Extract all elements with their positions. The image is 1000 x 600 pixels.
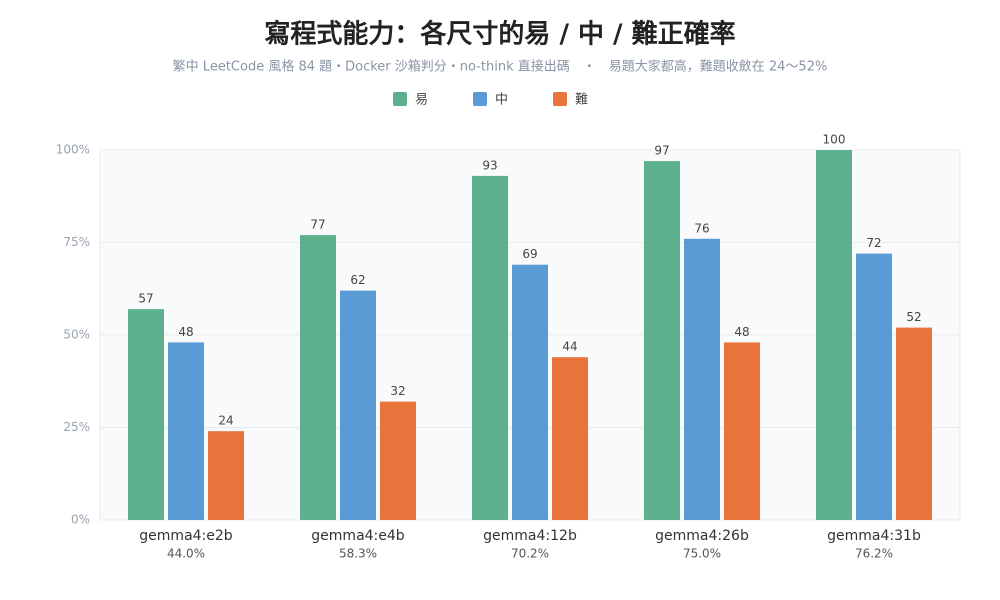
x-tick-sublabel: 75.0% — [683, 547, 721, 561]
x-tick-sublabel: 58.3% — [339, 547, 377, 561]
value-label: 24 — [218, 414, 233, 428]
value-label: 76 — [694, 221, 709, 235]
legend-label: 中 — [495, 93, 508, 108]
bar — [896, 327, 932, 520]
bar — [816, 150, 852, 520]
x-tick-label: gemma4:12b — [483, 528, 577, 544]
y-tick-label: 50% — [63, 328, 90, 342]
value-label: 44 — [562, 340, 577, 354]
value-label: 100 — [823, 133, 846, 147]
bar — [684, 238, 720, 521]
x-tick-label: gemma4:26b — [655, 528, 749, 544]
legend-label: 難 — [575, 93, 588, 108]
x-tick-sublabel: 44.0% — [167, 547, 205, 561]
legend-swatch — [473, 92, 487, 106]
bar — [856, 253, 892, 520]
x-tick-label: gemma4:e2b — [139, 528, 232, 544]
x-tick-label: gemma4:31b — [827, 528, 921, 544]
chart-subtitle: 繁中 LeetCode 風格 84 題・Docker 沙箱判分・no-think… — [173, 59, 828, 75]
x-tick-sublabel: 76.2% — [855, 547, 893, 561]
chart-title: 寫程式能力：各尺寸的易 / 中 / 難正確率 — [264, 19, 735, 50]
bar — [380, 401, 416, 520]
value-label: 57 — [138, 292, 153, 306]
bar — [552, 357, 588, 520]
value-label: 48 — [178, 325, 193, 339]
y-tick-label: 25% — [63, 420, 90, 434]
y-tick-label: 0% — [71, 513, 90, 527]
bar — [300, 235, 336, 520]
bar — [512, 264, 548, 520]
x-tick-sublabel: 70.2% — [511, 547, 549, 561]
y-tick-label: 75% — [63, 235, 90, 249]
legend-swatch — [393, 92, 407, 106]
value-label: 77 — [310, 218, 325, 232]
value-label: 69 — [522, 247, 537, 261]
bar — [644, 161, 680, 520]
value-label: 32 — [390, 384, 405, 398]
bar — [128, 309, 164, 520]
legend-swatch — [553, 92, 567, 106]
bar — [208, 431, 244, 520]
bar — [724, 342, 760, 520]
value-label: 72 — [866, 236, 881, 250]
bar — [168, 342, 204, 520]
value-label: 48 — [734, 325, 749, 339]
bar — [340, 290, 376, 520]
legend-label: 易 — [415, 93, 428, 108]
y-tick-label: 100% — [56, 143, 90, 157]
x-tick-label: gemma4:e4b — [311, 528, 404, 544]
value-label: 97 — [654, 144, 669, 158]
bar — [472, 175, 508, 520]
value-label: 62 — [350, 273, 365, 287]
value-label: 52 — [906, 310, 921, 324]
value-label: 93 — [482, 158, 497, 172]
